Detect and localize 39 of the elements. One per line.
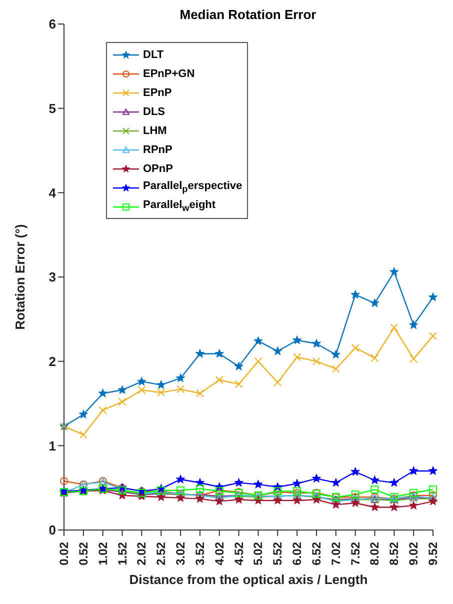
legend-label: Parallel$_{w}$eight bbox=[143, 199, 216, 214]
y-tick-label: 6 bbox=[48, 16, 56, 32]
x-tick-label: 7.52 bbox=[348, 542, 362, 566]
x-tick-label: 0.52 bbox=[76, 542, 90, 566]
y-tick-label: 2 bbox=[48, 354, 56, 369]
x-tick-label: 5.52 bbox=[270, 542, 285, 566]
x-tick-label: 9.02 bbox=[406, 542, 421, 566]
x-tick-label: 2.52 bbox=[154, 542, 168, 566]
x-tick-label: 1.02 bbox=[96, 542, 110, 566]
legend-label: OPnP bbox=[143, 162, 173, 174]
y-tick-label: 1 bbox=[48, 438, 56, 454]
y-tick-label: 0 bbox=[48, 522, 56, 538]
chart-title: Median Rotation Error bbox=[180, 7, 316, 22]
legend-label: Parallel$_{p}$erspective bbox=[143, 180, 242, 195]
legend-label: EPnP+GN bbox=[143, 68, 195, 80]
x-tick-label: 1.52 bbox=[115, 542, 130, 566]
x-tick-label: 8.02 bbox=[368, 542, 382, 566]
x-tick-label: 3.02 bbox=[174, 542, 188, 566]
x-tick-label: 6.02 bbox=[290, 542, 304, 566]
y-tick-label: 5 bbox=[48, 100, 56, 116]
legend-label: LHM bbox=[143, 124, 167, 136]
legend-label: DLT bbox=[143, 48, 164, 60]
x-tick-label: 6.52 bbox=[309, 542, 324, 566]
x-tick-label: 4.52 bbox=[232, 542, 246, 566]
x-tick-label: 8.52 bbox=[387, 542, 402, 566]
x-tick-label: 7.02 bbox=[328, 542, 343, 566]
legend-label: EPnP bbox=[143, 86, 172, 98]
x-tick-label: 4.02 bbox=[212, 542, 226, 566]
x-axis-title: Distance from the optical axis / Length bbox=[129, 572, 368, 587]
legend-label: DLS bbox=[143, 106, 165, 118]
y-tick-label: 3 bbox=[48, 270, 56, 285]
y-tick-label: 4 bbox=[48, 185, 57, 200]
y-axis-title: Rotation Error (°) bbox=[12, 224, 28, 330]
x-tick-label: 3.52 bbox=[192, 542, 207, 566]
x-tick-label: 5.02 bbox=[251, 542, 266, 566]
x-tick-label: 9.52 bbox=[426, 542, 440, 566]
legend-label: RPnP bbox=[143, 144, 172, 156]
x-tick-label: 2.02 bbox=[134, 542, 149, 566]
x-tick-label: 0.02 bbox=[57, 542, 71, 566]
